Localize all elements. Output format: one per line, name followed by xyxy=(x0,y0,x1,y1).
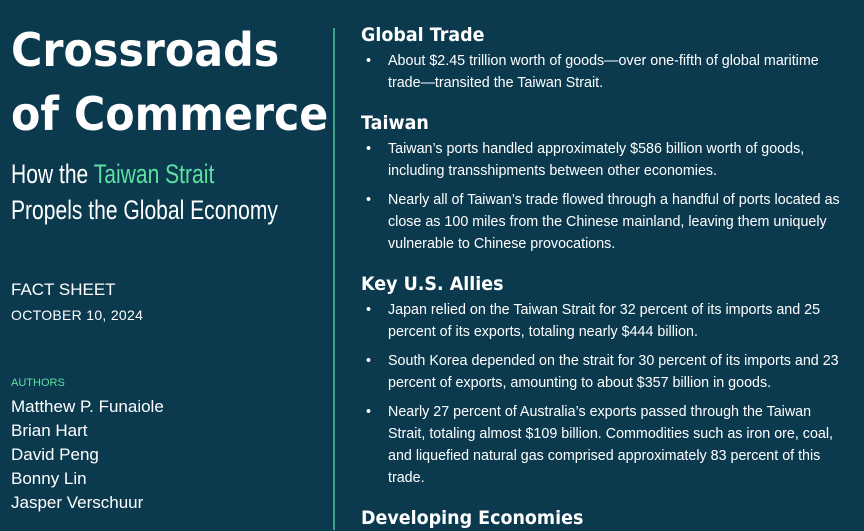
bullet-list: • About $2.45 trillion worth of goods—ove… xyxy=(361,50,841,94)
doc-type: FACT SHEET xyxy=(11,280,116,299)
author: David Peng xyxy=(11,445,99,464)
bullet-text: South Korea depended on the strait for 3… xyxy=(388,353,839,391)
facts-column: Global Trade • About $2.45 trillion worth… xyxy=(361,22,841,531)
bullet-item: • Nearly all of Taiwan’s trade flowed thr… xyxy=(361,189,841,255)
authors-list: Matthew P. Funaiole Brian Hart David Pen… xyxy=(11,395,164,515)
bullet-icon: • xyxy=(366,53,372,69)
section-heading: Taiwan xyxy=(361,112,429,134)
authors-label: AUTHORS xyxy=(11,377,65,389)
subtitle-line-1: How the Taiwan Strait xyxy=(11,158,214,190)
bullet-text: Japan relied on the Taiwan Strait for 32… xyxy=(388,302,821,340)
bullet-text: Taiwan’s ports handled approximately $58… xyxy=(388,141,805,179)
bullet-list: • Taiwan’s ports handled approximately $5… xyxy=(361,138,841,255)
subtitle-highlight: Taiwan Strait xyxy=(93,159,215,189)
bullet-item: • Nearly 27 percent of Australia’s export… xyxy=(361,401,841,489)
bullet-icon: • xyxy=(366,353,372,369)
column-divider xyxy=(333,28,335,530)
author: Matthew P. Funaiole xyxy=(11,397,164,416)
title-line-1: Crossroads xyxy=(11,23,280,77)
bullet-text: Nearly all of Taiwan’s trade flowed thro… xyxy=(388,192,840,252)
bullet-item: • Japan relied on the Taiwan Strait for 3… xyxy=(361,299,841,343)
bullet-item: • About $2.45 trillion worth of goods—ove… xyxy=(361,50,841,94)
bullet-item: • South Korea depended on the strait for … xyxy=(361,350,841,394)
bullet-list: • Japan relied on the Taiwan Strait for 3… xyxy=(361,299,841,489)
section-heading: Key U.S. Allies xyxy=(361,273,504,295)
author: Jasper Verschuur xyxy=(11,493,144,512)
bullet-text: About $2.45 trillion worth of goods—over… xyxy=(388,53,819,91)
bullet-icon: • xyxy=(366,404,372,420)
bullet-item: • Taiwan’s ports handled approximately $5… xyxy=(361,138,841,182)
author: Brian Hart xyxy=(11,421,88,440)
subtitle-prefix: How the xyxy=(11,159,94,189)
bullet-icon: • xyxy=(366,192,372,208)
section-heading: Developing Economies xyxy=(361,507,584,529)
subtitle-line-2: Propels the Global Economy xyxy=(11,195,278,225)
bullet-icon: • xyxy=(366,302,372,318)
title-line-2: of Commerce xyxy=(11,87,329,141)
publish-date: OCTOBER 10, 2024 xyxy=(11,307,144,323)
section-heading: Global Trade xyxy=(361,24,485,46)
bullet-icon: • xyxy=(366,141,372,157)
bullet-text: Nearly 27 percent of Australia’s exports… xyxy=(388,404,834,486)
author: Bonny Lin xyxy=(11,469,87,488)
